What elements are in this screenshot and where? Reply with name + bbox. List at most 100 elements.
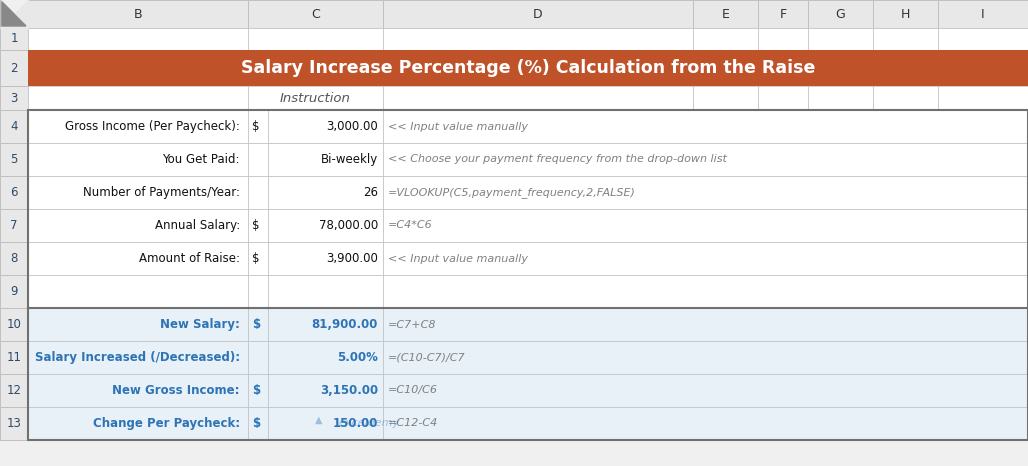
Bar (248, 308, 268, 341)
Bar (0, 407, 28, 440)
Text: E: E (722, 7, 730, 21)
Bar (268, 308, 383, 341)
Text: $: $ (252, 384, 260, 397)
Text: 7: 7 (10, 219, 17, 232)
Bar (383, 275, 1028, 308)
Bar (383, 110, 1028, 143)
Text: D: D (534, 7, 543, 21)
Text: 1: 1 (10, 33, 17, 46)
Bar (938, 86, 1028, 110)
Bar (28, 110, 248, 143)
Text: Change Per Paycheck:: Change Per Paycheck: (93, 417, 240, 430)
Bar (28, 50, 1028, 86)
Bar (938, 0, 1028, 28)
Bar (808, 86, 873, 110)
Bar (693, 86, 758, 110)
Bar (0, 341, 28, 374)
Text: You Get Paid:: You Get Paid: (162, 153, 240, 166)
Bar (248, 110, 268, 143)
Text: I: I (981, 7, 985, 21)
Text: B: B (134, 7, 142, 21)
Bar (28, 407, 248, 440)
Bar (693, 0, 758, 28)
Text: 9: 9 (10, 285, 17, 298)
Bar (808, 0, 873, 28)
Bar (0, 275, 28, 308)
Bar (383, 86, 693, 110)
Bar (268, 374, 383, 407)
Bar (383, 28, 693, 50)
Text: Instruction: Instruction (280, 91, 351, 104)
Bar (248, 374, 268, 407)
Bar (758, 86, 808, 110)
Bar (0, 143, 28, 176)
Bar (248, 143, 268, 176)
Bar (758, 28, 808, 50)
Text: << Choose your payment frequency from the drop-down list: << Choose your payment frequency from th… (388, 155, 727, 164)
Text: =C10/C6: =C10/C6 (388, 385, 438, 396)
Text: 2: 2 (10, 62, 17, 75)
Polygon shape (2, 2, 26, 26)
Bar (28, 110, 1028, 440)
Text: 13: 13 (6, 417, 22, 430)
Text: 3: 3 (10, 91, 17, 104)
Bar (28, 242, 248, 275)
Bar (758, 0, 808, 28)
Bar (383, 407, 1028, 440)
Text: G: G (836, 7, 845, 21)
Bar (248, 0, 383, 28)
Bar (873, 0, 938, 28)
Text: =(C10-C7)/C7: =(C10-C7)/C7 (388, 352, 466, 363)
Text: 4: 4 (10, 120, 17, 133)
Bar (248, 86, 383, 110)
Bar (248, 242, 268, 275)
Bar (268, 341, 383, 374)
Bar (28, 143, 248, 176)
Text: $: $ (252, 252, 259, 265)
Text: Amount of Raise:: Amount of Raise: (139, 252, 240, 265)
Text: Annual Salary:: Annual Salary: (155, 219, 240, 232)
Bar (0, 308, 28, 341)
Bar (248, 407, 268, 440)
Text: C: C (311, 7, 320, 21)
Text: ▲: ▲ (315, 414, 322, 425)
Text: =C7+C8: =C7+C8 (388, 320, 437, 329)
Text: 78,000.00: 78,000.00 (319, 219, 378, 232)
Text: New Salary:: New Salary: (160, 318, 240, 331)
Bar (248, 341, 268, 374)
Bar (0, 86, 28, 110)
Bar (808, 28, 873, 50)
Text: =C12-C4: =C12-C4 (388, 418, 438, 429)
Bar (0, 110, 28, 143)
Bar (0, 50, 28, 86)
Text: $: $ (252, 219, 259, 232)
Text: 5: 5 (10, 153, 17, 166)
Bar (873, 86, 938, 110)
Polygon shape (0, 0, 28, 28)
Bar (268, 143, 383, 176)
Bar (383, 242, 1028, 275)
Bar (28, 341, 248, 374)
Text: =C4*C6: =C4*C6 (388, 220, 433, 231)
Text: $: $ (252, 318, 260, 331)
Bar (268, 209, 383, 242)
Bar (268, 176, 383, 209)
Bar (873, 28, 938, 50)
Bar (268, 275, 383, 308)
Bar (28, 374, 248, 407)
Bar (28, 176, 248, 209)
Bar (0, 242, 28, 275)
Text: Bi-weekly: Bi-weekly (321, 153, 378, 166)
Bar (248, 176, 268, 209)
Text: 6: 6 (10, 186, 17, 199)
Bar (28, 86, 248, 110)
Bar (0, 209, 28, 242)
Text: 81,900.00: 81,900.00 (311, 318, 378, 331)
Bar (28, 28, 248, 50)
Bar (28, 209, 248, 242)
Text: << Input value manually: << Input value manually (388, 254, 528, 263)
Bar (693, 28, 758, 50)
Text: New Gross Income:: New Gross Income: (112, 384, 240, 397)
Bar (383, 341, 1028, 374)
Text: 3,900.00: 3,900.00 (326, 252, 378, 265)
